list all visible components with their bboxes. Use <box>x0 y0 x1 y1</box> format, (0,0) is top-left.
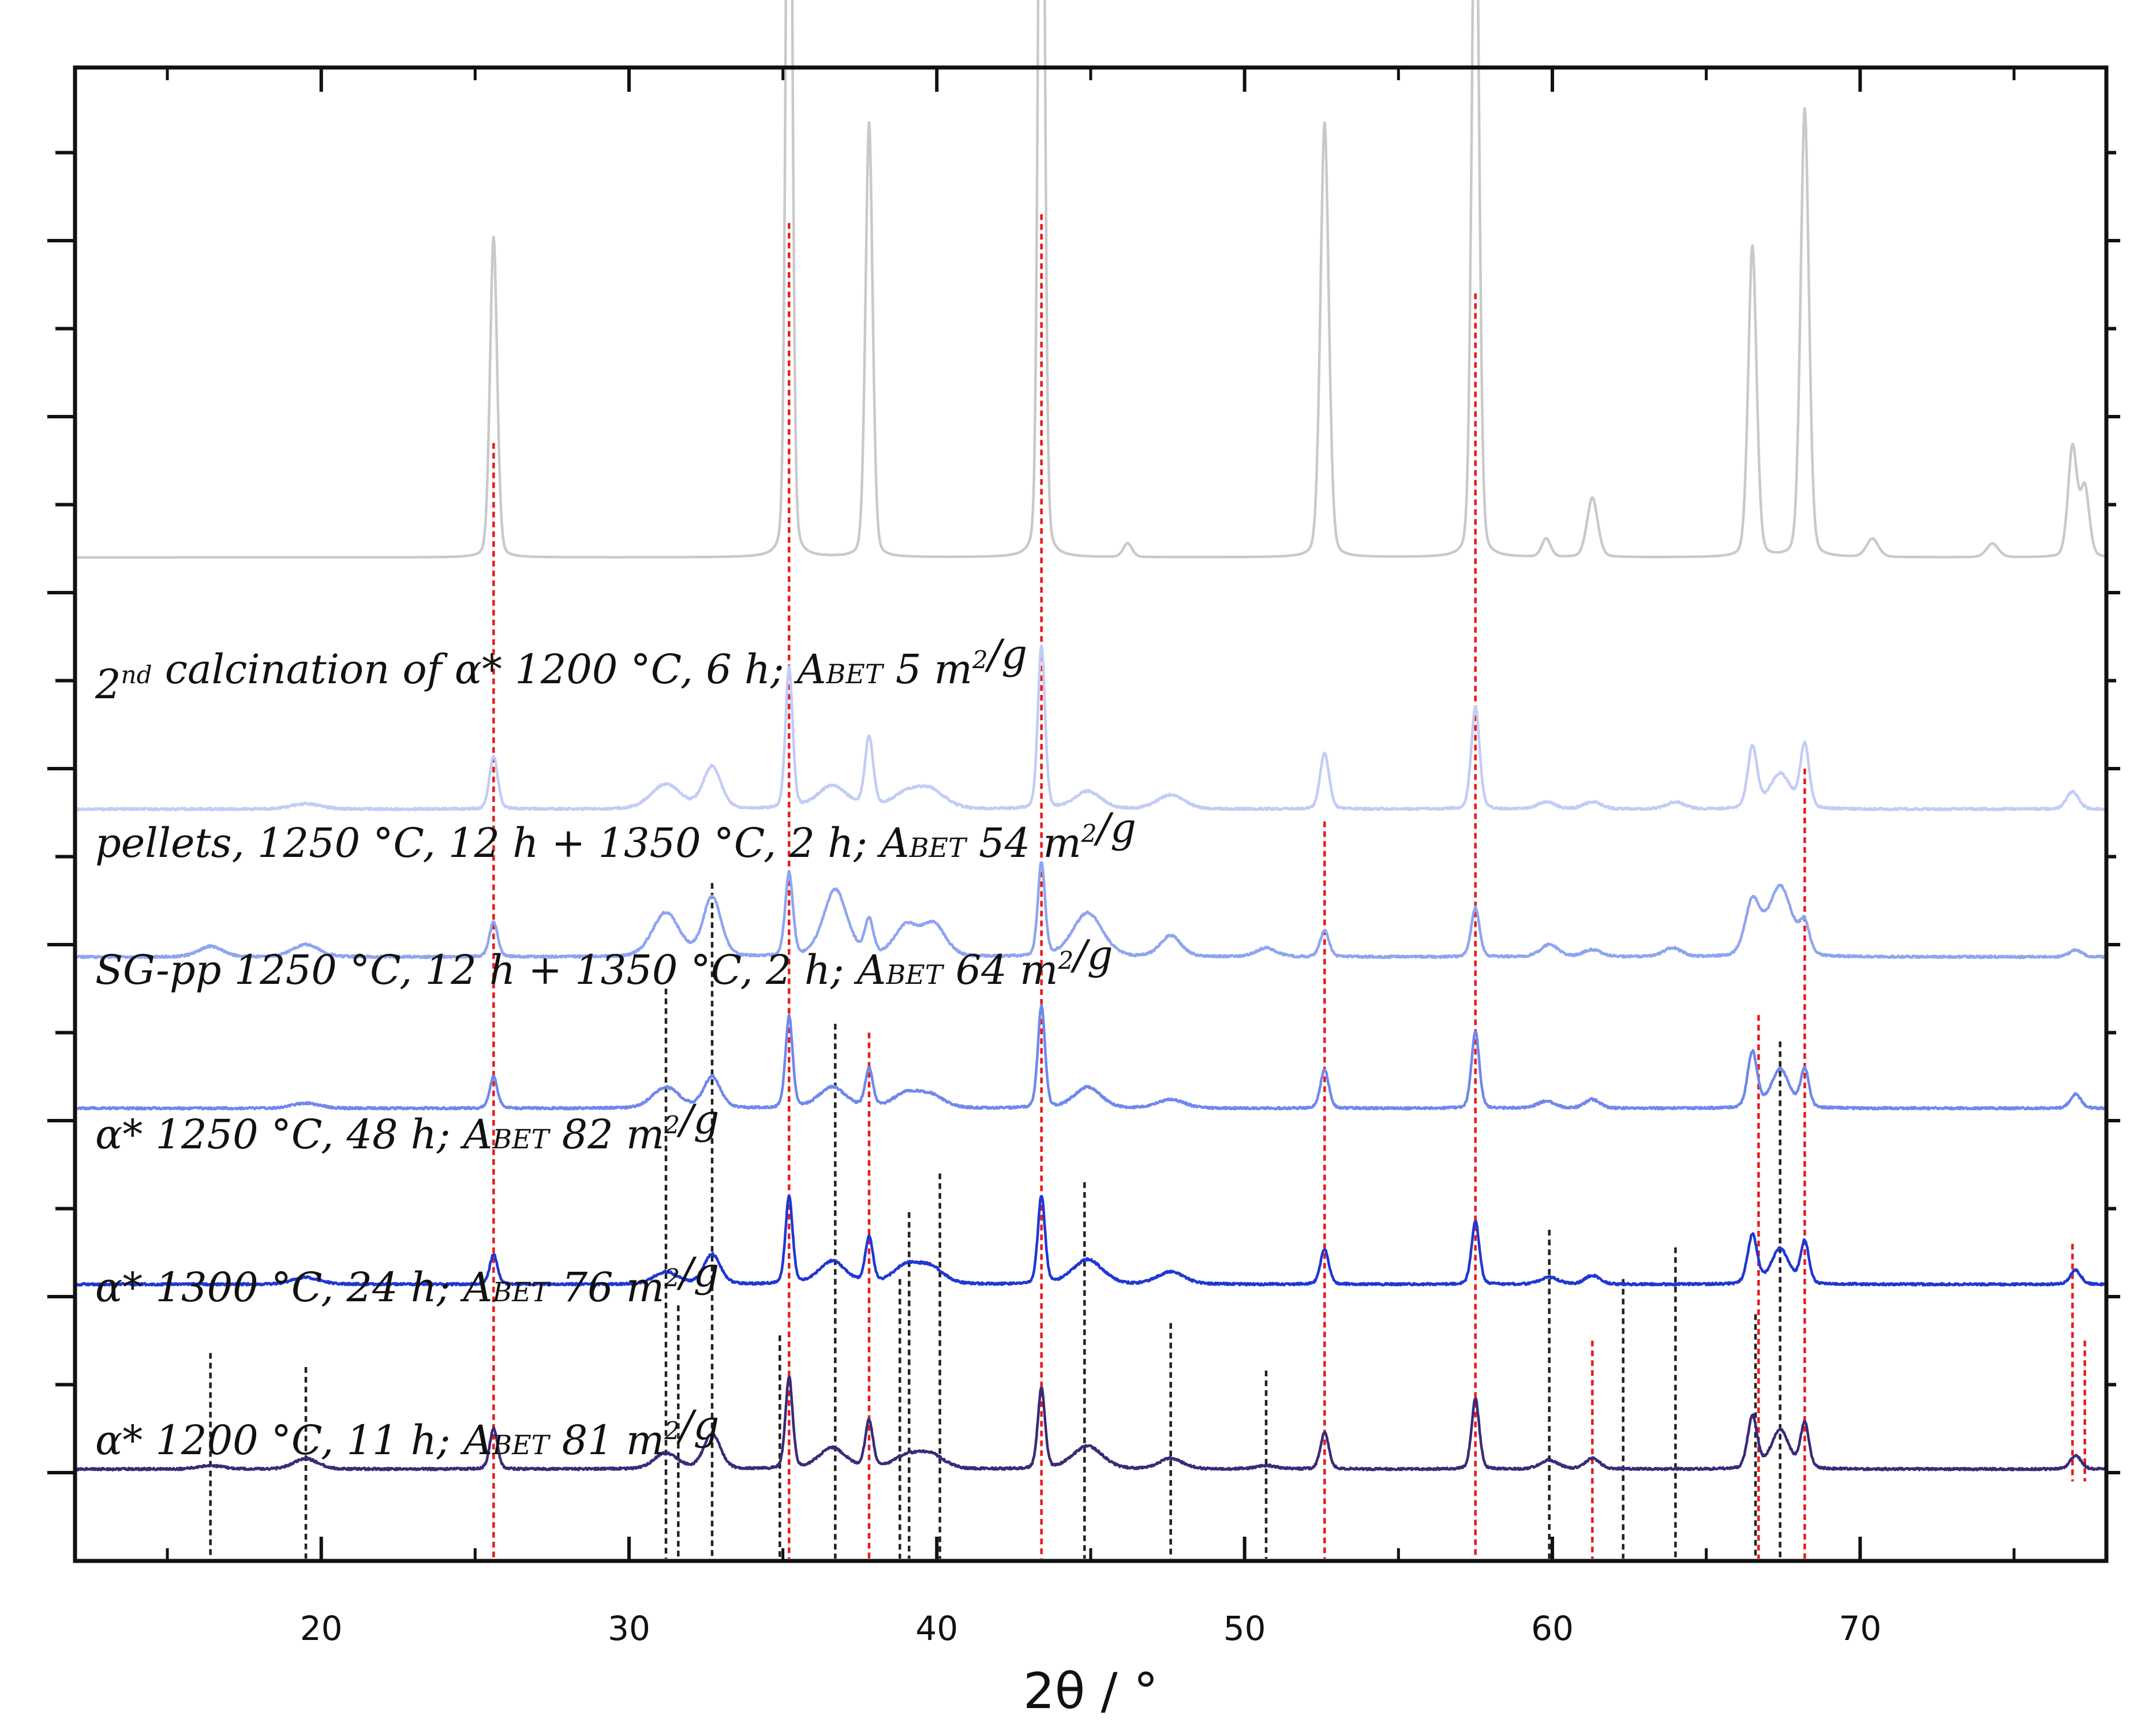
series-label-calcination: 2nd calcination of α* 1200 °C, 6 h; ABET… <box>95 631 1027 708</box>
x-tick-label: 50 <box>1223 1609 1266 1648</box>
series-label-part: pellets, 1250 °C, 12 h + 1350 °C, 2 h; A <box>95 819 909 867</box>
x-tick-label: 70 <box>1839 1609 1881 1648</box>
pattern-line-SG-pp <box>74 861 2108 960</box>
reference-lines <box>209 214 2086 1559</box>
series-labels: 2nd calcination of α* 1200 °C, 6 h; ABET… <box>95 631 1136 1464</box>
series-label-a1250: α* 1250 °C, 48 h; ABET 82 m2/g <box>95 1096 719 1158</box>
series-label-pellets: pellets, 1250 °C, 12 h + 1350 °C, 2 h; A… <box>95 804 1136 867</box>
x-tick-labels: 20 30 40 50 60 70 <box>300 1609 1881 1648</box>
x-tick-label: 40 <box>915 1609 958 1648</box>
series-label-part: /g <box>1070 931 1113 979</box>
pattern-line-pellets <box>74 644 2108 812</box>
series-label-part: BET <box>492 1124 551 1155</box>
series-label-part: BET <box>909 832 968 863</box>
axis-ticks <box>47 68 2120 1561</box>
series-label-part: 81 m <box>549 1417 664 1464</box>
series-label-part: 2 <box>972 646 988 674</box>
x-tick-label: 30 <box>608 1609 650 1648</box>
series-label-SG-pp: SG-pp 1250 °C, 12 h + 1350 °C, 2 h; ABET… <box>95 931 1113 994</box>
series-label-part: BET <box>826 658 885 690</box>
series-label-part: BET <box>885 959 944 990</box>
series-label-part: /g <box>985 631 1027 678</box>
series-label-part: 54 m <box>966 819 1081 867</box>
series-label-part: SG-pp 1250 °C, 12 h + 1350 °C, 2 h; A <box>95 946 886 994</box>
series-label-part: α* 1200 °C, 11 h; A <box>95 1417 492 1464</box>
x-axis-title: 2θ / ° <box>1023 1662 1158 1720</box>
series-label-part: 82 m <box>549 1111 664 1158</box>
series-label-part: 76 m <box>549 1264 664 1311</box>
series-label-part: BET <box>492 1429 551 1461</box>
series-label-part: α* 1250 °C, 48 h; A <box>95 1111 492 1158</box>
series-label-part: BET <box>492 1276 551 1308</box>
pattern-line-a1300 <box>74 1194 2108 1287</box>
pattern-traces <box>73 0 2108 1471</box>
plot-area <box>75 68 2106 1561</box>
series-label-part: calcination of α* 1200 °C, 6 h; A <box>152 646 826 693</box>
series-label-part: 64 m <box>943 946 1058 994</box>
series-label-a1200: α* 1200 °C, 11 h; ABET 81 m2/g <box>95 1402 719 1464</box>
series-label-part: /g <box>1094 804 1136 852</box>
series-label-part: 2 <box>1081 819 1097 848</box>
series-label-a1300: α* 1300 °C, 24 h; ABET 76 m2/g <box>95 1249 719 1311</box>
series-label-part: α* 1300 °C, 24 h; A <box>95 1264 492 1311</box>
series-label-part: 2 <box>664 1264 680 1292</box>
series-label-part: 2 <box>95 661 121 708</box>
pattern-line-calcination <box>74 0 2108 559</box>
x-tick-label: 60 <box>1531 1609 1574 1648</box>
x-tick-label: 20 <box>300 1609 343 1648</box>
pattern-line-a1200 <box>73 1376 2108 1471</box>
series-label-part: nd <box>121 661 152 689</box>
series-label-part: /g <box>676 1249 719 1296</box>
series-label-part: 2 <box>1057 946 1073 975</box>
series-label-part: /g <box>676 1096 719 1143</box>
series-label-part: 2 <box>664 1111 680 1139</box>
series-label-part: /g <box>676 1402 719 1449</box>
series-label-part: 2 <box>664 1417 680 1445</box>
pattern-line-a1250 <box>73 1003 2108 1111</box>
series-label-part: 5 m <box>883 646 972 693</box>
